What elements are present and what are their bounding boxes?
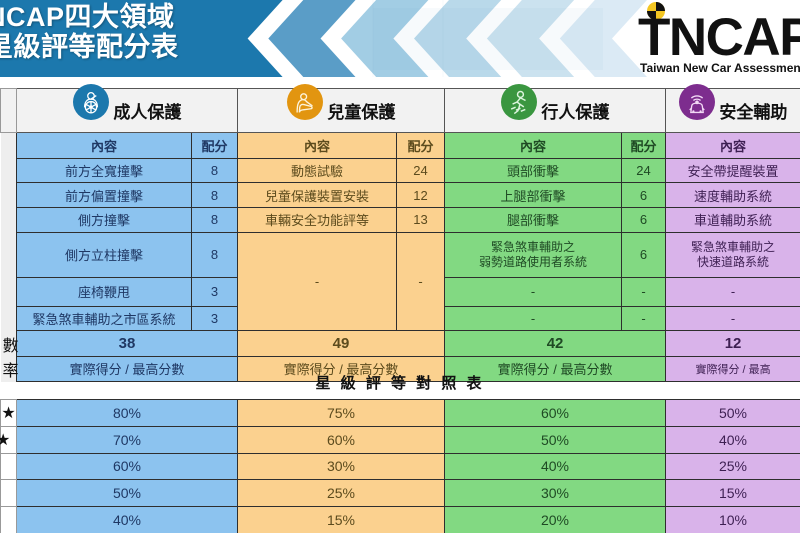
svg-text:TNCAP: TNCAP xyxy=(638,8,800,60)
